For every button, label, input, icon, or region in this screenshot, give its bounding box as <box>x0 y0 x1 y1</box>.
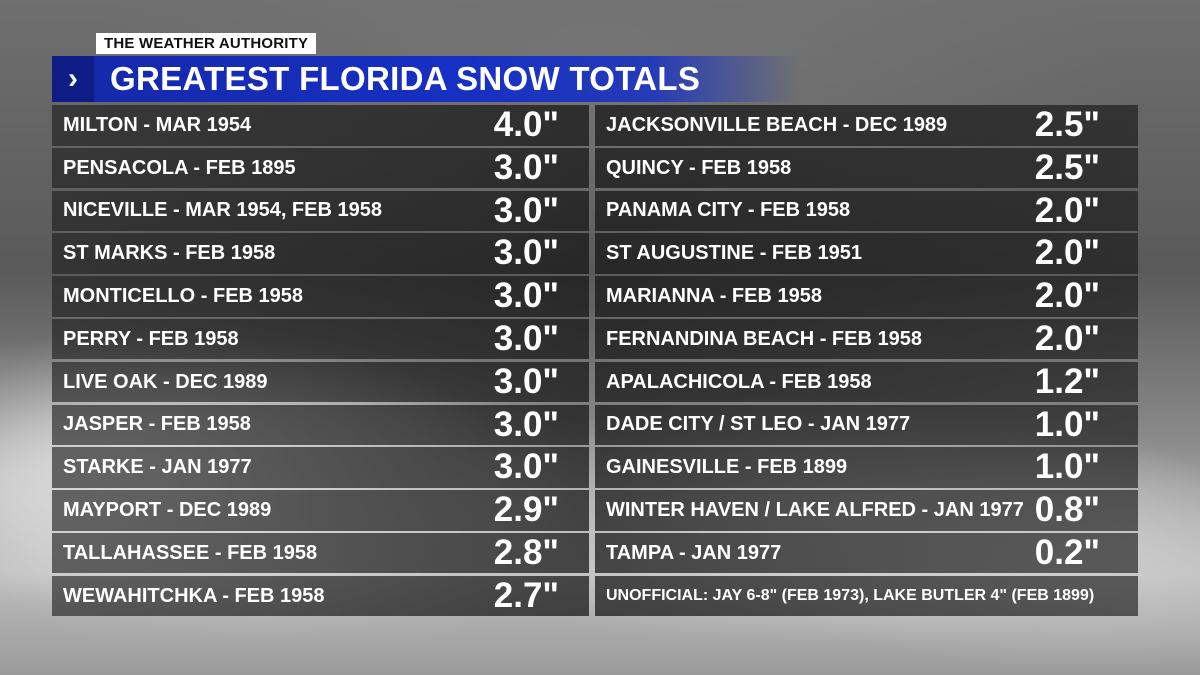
table-row: ST MARKS - FEB 1958 3.0" <box>52 233 589 274</box>
table-row: WINTER HAVEN / LAKE ALFRED - JAN 1977 0.8… <box>595 490 1138 531</box>
location-label: MARIANNA - FEB 1958 <box>606 284 822 307</box>
snow-total: 2.5" <box>1034 147 1100 187</box>
brand-label: THE WEATHER AUTHORITY <box>96 33 317 54</box>
snow-total: 2.8" <box>493 532 559 572</box>
location-label: APALACHICOLA - FEB 1958 <box>606 370 872 393</box>
snow-total: 3.0" <box>493 276 559 316</box>
snow-total: 2.7" <box>493 575 559 615</box>
location-label: ST AUGUSTINE - FEB 1951 <box>606 242 862 265</box>
location-label: WINTER HAVEN / LAKE ALFRED - JAN 1977 <box>606 498 1024 521</box>
unofficial-note: UNOFFICIAL: JAY 6-8" (FEB 1973), LAKE BU… <box>606 587 1095 605</box>
table-row: TAMPA - JAN 1977 0.2" <box>595 532 1138 574</box>
location-label: DADE CITY / ST LEO - JAN 1977 <box>606 413 911 436</box>
location-label: WEWAHITCHKA - FEB 1958 <box>63 584 325 607</box>
page-title: GREATEST FLORIDA SNOW TOTALS <box>110 60 701 97</box>
location-label: GAINESVILLE - FEB 1899 <box>606 456 848 479</box>
table-row: QUINCY - FEB 1958 2.5" <box>595 147 1138 189</box>
location-label: FERNANDINA BEACH - FEB 1958 <box>606 327 922 350</box>
snow-total: 4.0" <box>493 105 559 144</box>
snow-total: 0.2" <box>1034 532 1100 572</box>
snow-total: 2.5" <box>1034 105 1100 144</box>
table-row: WEWAHITCHKA - FEB 1958 2.7" <box>52 575 589 617</box>
snow-total: 3.0" <box>493 147 559 187</box>
snow-total: 3.0" <box>493 447 559 487</box>
snow-total: 2.0" <box>1034 190 1100 230</box>
table-row: FERNANDINA BEACH - FEB 1958 2.0" <box>595 318 1138 360</box>
table-row: MAYPORT - DEC 1989 2.9" <box>52 490 589 531</box>
snow-total: 3.0" <box>493 190 559 230</box>
table-row: MARIANNA - FEB 1958 2.0" <box>595 276 1138 317</box>
location-label: ST MARKS - FEB 1958 <box>63 242 276 265</box>
table-row: STARKE - JAN 1977 3.0" <box>52 447 589 488</box>
location-label: PENSACOLA - FEB 1895 <box>63 156 296 179</box>
location-label: TAMPA - JAN 1977 <box>606 541 782 564</box>
table-row: DADE CITY / ST LEO - JAN 1977 1.0" <box>595 404 1138 446</box>
location-label: JASPER - FEB 1958 <box>63 413 251 436</box>
snow-total: 1.0" <box>1034 447 1100 487</box>
snow-total: 0.8" <box>1034 490 1100 530</box>
location-label: JACKSONVILLE BEACH - DEC 1989 <box>606 113 948 136</box>
location-label: PANAMA CITY - FEB 1958 <box>606 199 851 222</box>
location-label: PERRY - FEB 1958 <box>63 327 239 350</box>
location-label: MONTICELLO - FEB 1958 <box>63 284 304 307</box>
snow-total: 3.0" <box>493 404 559 444</box>
snow-total: 3.0" <box>493 361 559 401</box>
table-row: JACKSONVILLE BEACH - DEC 1989 2.5" <box>595 105 1138 146</box>
location-label: LIVE OAK - DEC 1989 <box>63 370 268 393</box>
table-row: PENSACOLA - FEB 1895 3.0" <box>52 147 589 189</box>
snow-total: 1.0" <box>1034 404 1100 444</box>
location-label: TALLAHASSEE - FEB 1958 <box>63 541 318 564</box>
table-row: TALLAHASSEE - FEB 1958 2.8" <box>52 532 589 574</box>
snow-total: 2.9" <box>493 490 559 530</box>
location-label: NICEVILLE - MAR 1954, FEB 1958 <box>63 199 382 222</box>
table-row: PERRY - FEB 1958 3.0" <box>52 318 589 360</box>
table-row: MONTICELLO - FEB 1958 3.0" <box>52 276 589 317</box>
left-column: MILTON - MAR 1954 4.0" PENSACOLA - FEB 18… <box>52 105 589 619</box>
chevron-right-icon: › <box>52 56 94 102</box>
table-row: JASPER - FEB 1958 3.0" <box>52 404 589 446</box>
table-row: NICEVILLE - MAR 1954, FEB 1958 3.0" <box>52 190 589 232</box>
location-label: STARKE - JAN 1977 <box>63 456 252 479</box>
snow-total: 3.0" <box>493 233 559 273</box>
location-label: MILTON - MAR 1954 <box>63 113 252 136</box>
snow-total: 2.0" <box>1034 233 1100 273</box>
table-row: PANAMA CITY - FEB 1958 2.0" <box>595 190 1138 232</box>
table-row: MILTON - MAR 1954 4.0" <box>52 105 589 146</box>
table-row: LIVE OAK - DEC 1989 3.0" <box>52 361 589 403</box>
snow-total: 1.2" <box>1034 361 1100 401</box>
snow-total: 2.0" <box>1034 276 1100 316</box>
right-column: JACKSONVILLE BEACH - DEC 1989 2.5" QUINCY… <box>595 105 1138 619</box>
title-bar: › GREATEST FLORIDA SNOW TOTALS <box>52 56 800 102</box>
location-label: MAYPORT - DEC 1989 <box>63 498 272 521</box>
table-row: ST AUGUSTINE - FEB 1951 2.0" <box>595 233 1138 274</box>
snow-total: 2.0" <box>1034 318 1100 358</box>
location-label: QUINCY - FEB 1958 <box>606 156 792 179</box>
table-row: APALACHICOLA - FEB 1958 1.2" <box>595 361 1138 403</box>
unofficial-note-row: UNOFFICIAL: JAY 6-8" (FEB 1973), LAKE BU… <box>595 575 1138 617</box>
table-row: GAINESVILLE - FEB 1899 1.0" <box>595 447 1138 488</box>
snow-total: 3.0" <box>493 318 559 358</box>
